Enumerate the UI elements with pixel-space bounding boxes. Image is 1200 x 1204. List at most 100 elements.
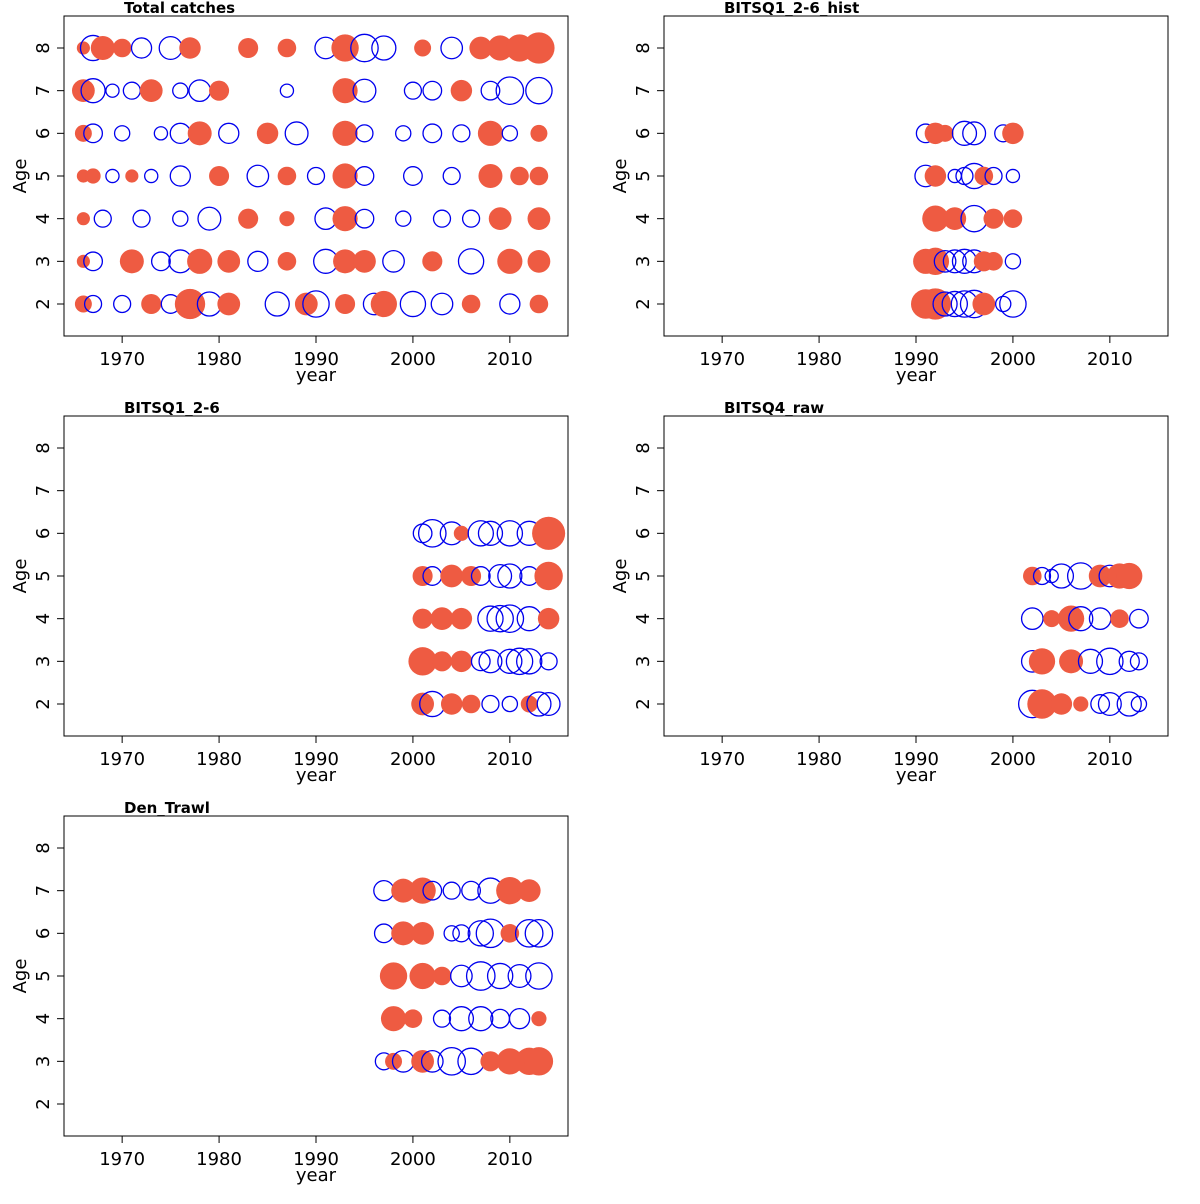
negative-residual-bubble bbox=[354, 166, 375, 186]
positive-residual-bubble bbox=[409, 962, 436, 990]
y-tick-label: 7 bbox=[633, 85, 654, 96]
negative-residual-bubble bbox=[495, 76, 525, 105]
y-tick-label: 3 bbox=[633, 256, 654, 267]
positive-residual-bubble bbox=[1002, 122, 1024, 145]
chart-panel-4: BITSQ4_raw 1970 1980 1990 2000 2010 2 3 4 5 6 7 8 yea… bbox=[610, 399, 1169, 786]
y-tick-label: 4 bbox=[33, 1013, 54, 1024]
x-axis-label: year bbox=[896, 765, 937, 786]
negative-residual-bubble bbox=[516, 606, 542, 632]
positive-residual-bubble bbox=[422, 251, 443, 272]
y-axis-label: Age bbox=[10, 559, 31, 594]
positive-residual-bubble bbox=[411, 692, 434, 716]
negative-residual-bubble bbox=[525, 76, 553, 105]
negative-residual-bubble bbox=[150, 251, 171, 272]
bubble-layer bbox=[72, 32, 555, 320]
positive-residual-bubble bbox=[432, 966, 452, 986]
negative-residual-bubble bbox=[412, 523, 433, 544]
positive-residual-bubble bbox=[412, 608, 433, 629]
x-tick-label: 2000 bbox=[390, 749, 436, 770]
negative-residual-bubble bbox=[481, 694, 500, 714]
bubble-layer bbox=[910, 120, 1027, 320]
positive-residual-bubble bbox=[187, 121, 212, 146]
negative-residual-bubble bbox=[352, 78, 377, 103]
positive-residual-bubble bbox=[90, 36, 115, 60]
positive-residual-bubble bbox=[277, 38, 297, 58]
x-tick-label: 2010 bbox=[487, 1149, 533, 1170]
negative-residual-bubble bbox=[284, 121, 309, 146]
x-tick-label: 2010 bbox=[1087, 749, 1133, 770]
bubble-layer bbox=[373, 876, 554, 1076]
negative-residual-bubble bbox=[442, 881, 461, 900]
positive-residual-bubble bbox=[277, 166, 297, 186]
y-tick-label: 4 bbox=[633, 213, 654, 224]
y-tick-label: 5 bbox=[33, 970, 54, 981]
negative-residual-bubble bbox=[947, 168, 962, 184]
negative-residual-bubble bbox=[470, 651, 491, 672]
x-tick-label: 2000 bbox=[390, 1149, 436, 1170]
negative-residual-bubble bbox=[1068, 606, 1094, 632]
negative-residual-bubble bbox=[984, 166, 1003, 186]
x-tick-label: 1990 bbox=[293, 349, 339, 370]
positive-residual-bubble bbox=[125, 169, 139, 183]
negative-residual-bubble bbox=[1077, 648, 1104, 674]
positive-residual-bubble bbox=[943, 207, 967, 231]
positive-residual-bubble bbox=[450, 79, 473, 102]
negative-residual-bubble bbox=[83, 251, 104, 272]
negative-residual-bubble bbox=[470, 566, 491, 586]
positive-residual-bubble bbox=[440, 693, 463, 715]
positive-residual-bubble bbox=[112, 38, 132, 58]
x-tick-label: 1980 bbox=[196, 1149, 242, 1170]
negative-residual-bubble bbox=[452, 924, 471, 943]
negative-residual-bubble bbox=[144, 168, 159, 184]
positive-residual-bubble bbox=[141, 293, 162, 315]
negative-residual-bubble bbox=[246, 164, 270, 188]
negative-residual-bubble bbox=[497, 563, 523, 589]
y-tick-label: 5 bbox=[633, 170, 654, 181]
negative-residual-bubble bbox=[486, 962, 514, 990]
negative-residual-bubble bbox=[264, 291, 290, 317]
negative-residual-bubble bbox=[105, 168, 120, 184]
negative-residual-bubble bbox=[999, 290, 1027, 318]
negative-residual-bubble bbox=[932, 291, 958, 317]
positive-residual-bubble bbox=[403, 1009, 423, 1028]
positive-residual-bubble bbox=[461, 294, 481, 314]
positive-residual-bubble bbox=[238, 208, 259, 229]
y-tick-label: 8 bbox=[633, 442, 654, 453]
positive-residual-bubble bbox=[984, 252, 1003, 271]
positive-residual-bubble bbox=[332, 78, 358, 104]
negative-residual-bubble bbox=[457, 1047, 485, 1076]
positive-residual-bubble bbox=[453, 525, 469, 541]
x-tick-label: 2010 bbox=[1087, 349, 1133, 370]
negative-residual-bubble bbox=[1097, 691, 1122, 717]
negative-residual-bubble bbox=[490, 1008, 511, 1029]
positive-residual-bubble bbox=[527, 207, 551, 231]
positive-residual-bubble bbox=[139, 79, 163, 103]
positive-residual-bubble bbox=[1043, 610, 1061, 628]
positive-residual-bubble bbox=[1110, 609, 1129, 628]
bubble-layer bbox=[1017, 562, 1149, 719]
y-tick-label: 4 bbox=[33, 613, 54, 624]
positive-residual-bubble bbox=[480, 1051, 501, 1072]
negative-residual-bubble bbox=[354, 208, 375, 229]
negative-residual-bubble bbox=[514, 919, 544, 948]
positive-residual-bubble bbox=[333, 249, 358, 274]
y-tick-label: 6 bbox=[33, 528, 54, 539]
negative-residual-bubble bbox=[83, 294, 103, 314]
positive-residual-bubble bbox=[1003, 209, 1023, 228]
negative-residual-bubble bbox=[442, 166, 461, 186]
negative-residual-bubble bbox=[1118, 650, 1140, 673]
negative-residual-bubble bbox=[501, 695, 519, 713]
positive-residual-bubble bbox=[76, 41, 90, 55]
chart-panel-5: Den_Trawl 1970 1980 1990 2000 2010 2 3 4 5 6 7 8 year… bbox=[10, 799, 569, 1186]
negative-residual-bubble bbox=[158, 35, 183, 61]
positive-residual-bubble bbox=[370, 290, 397, 318]
x-tick-label: 1980 bbox=[196, 749, 242, 770]
x-tick-label: 1980 bbox=[796, 349, 842, 370]
y-tick-label: 2 bbox=[633, 698, 654, 709]
positive-residual-bubble bbox=[469, 36, 493, 60]
negative-residual-bubble bbox=[430, 292, 454, 316]
panel-title: BITSQ1_2-6_hist bbox=[724, 0, 859, 17]
positive-residual-bubble bbox=[335, 293, 356, 315]
negative-residual-bubble bbox=[505, 647, 534, 676]
